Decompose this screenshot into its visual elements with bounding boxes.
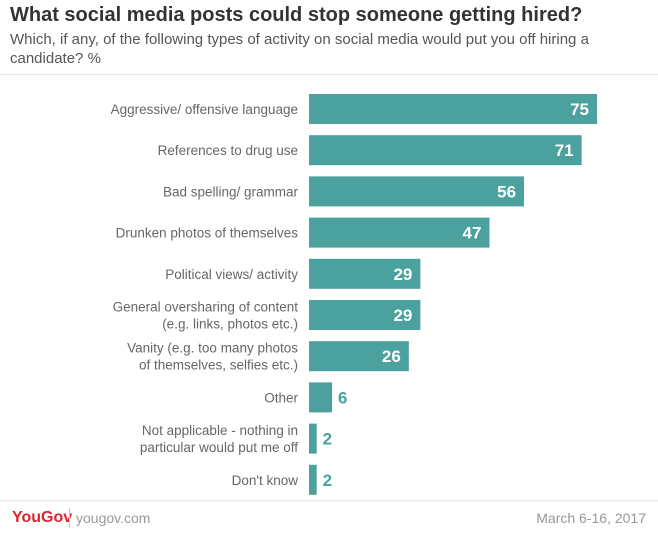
bar bbox=[309, 217, 490, 248]
category-label: Vanity (e.g. too many photos of themselve… bbox=[127, 341, 298, 373]
bar bbox=[309, 341, 409, 372]
category-label: Other bbox=[264, 390, 298, 405]
category-label: Don't know bbox=[232, 473, 299, 488]
bar bbox=[309, 135, 582, 166]
bar bbox=[309, 176, 525, 207]
bar bbox=[309, 423, 317, 454]
category-label: Bad spelling/ grammar bbox=[163, 184, 299, 199]
value-label: 6 bbox=[338, 388, 347, 407]
value-label: 2 bbox=[323, 430, 332, 449]
chart-title: What social media posts could stop someo… bbox=[10, 4, 583, 26]
header-divider bbox=[0, 74, 658, 75]
category-label: General oversharing of content (e.g. link… bbox=[113, 300, 299, 332]
category-label: Aggressive/ offensive language bbox=[111, 102, 298, 117]
footer-divider bbox=[0, 500, 658, 501]
bar bbox=[309, 94, 597, 124]
site-link[interactable]: yougov.com bbox=[76, 510, 151, 526]
value-label: 26 bbox=[382, 347, 401, 366]
chart-subtitle: Which, if any, of the following types of… bbox=[10, 31, 589, 67]
bar-chart: Aggressive/ offensive language 75 Referenc… bbox=[111, 94, 597, 495]
value-label: 29 bbox=[393, 306, 412, 325]
value-label: 2 bbox=[323, 471, 332, 490]
logo-separator bbox=[69, 508, 70, 528]
bar bbox=[309, 464, 317, 495]
category-label: Drunken photos of themselves bbox=[116, 226, 299, 241]
survey-date: March 6-16, 2017 bbox=[536, 510, 646, 526]
value-label: 47 bbox=[463, 224, 482, 243]
bar bbox=[309, 300, 421, 330]
value-label: 56 bbox=[497, 182, 516, 201]
value-label: 75 bbox=[570, 100, 589, 119]
bar bbox=[309, 258, 421, 289]
value-label: 29 bbox=[393, 265, 412, 284]
bar bbox=[309, 382, 333, 413]
yougov-logo: YouGov bbox=[12, 509, 73, 526]
category-label: Political views/ activity bbox=[165, 267, 298, 282]
value-label: 71 bbox=[555, 141, 574, 160]
category-label: Not applicable - nothing in particular wo… bbox=[140, 423, 298, 455]
category-label: References to drug use bbox=[158, 143, 298, 158]
